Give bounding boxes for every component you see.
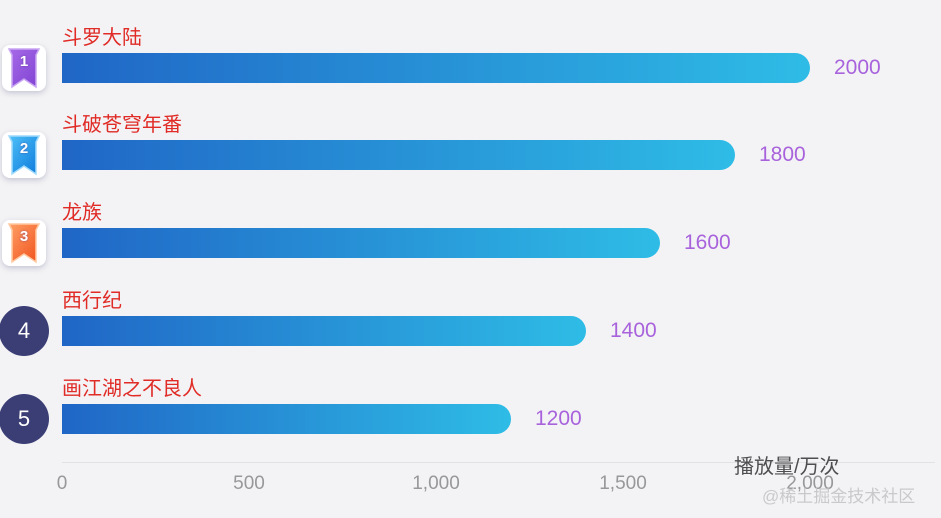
x-axis-line xyxy=(62,462,935,463)
rank-number: 1 xyxy=(19,53,29,70)
x-axis-tick: 0 xyxy=(56,473,68,494)
category-label: 西行纪 xyxy=(62,290,122,312)
x-axis-tick: 500 xyxy=(233,473,265,494)
x-axis-tick: 1,500 xyxy=(599,473,647,494)
rank-number: 3 xyxy=(19,228,29,245)
play-count-bar-rank-1[interactable] xyxy=(62,53,810,83)
value-label: 1600 xyxy=(684,231,731,254)
value-label: 1400 xyxy=(610,319,657,342)
x-axis-tick: 2,000 xyxy=(786,473,834,494)
value-label: 1200 xyxy=(535,407,582,430)
rank-badge-3: 3 xyxy=(2,220,46,266)
play-count-bar-rank-2[interactable] xyxy=(62,140,735,170)
rank-number: 4 xyxy=(17,318,31,343)
value-label: 1800 xyxy=(759,143,806,166)
x-axis-tick: 1,000 xyxy=(412,473,460,494)
play-count-bar-rank-4[interactable] xyxy=(62,316,586,346)
rank-number: 2 xyxy=(19,140,29,157)
rank-badge-4: 4 xyxy=(0,306,49,356)
category-label: 斗罗大陆 xyxy=(62,27,142,49)
ribbon-icon xyxy=(7,223,41,264)
ribbon-icon xyxy=(7,135,41,176)
category-label: 龙族 xyxy=(62,202,102,224)
rank-number: 5 xyxy=(17,406,31,431)
play-count-bar-rank-5[interactable] xyxy=(62,404,511,434)
value-label: 2000 xyxy=(834,56,881,79)
rank-badge-1: 1 xyxy=(2,45,46,91)
rank-badge-2: 2 xyxy=(2,132,46,178)
play-count-bar-rank-3[interactable] xyxy=(62,228,660,258)
watermark: @稀土掘金技术社区 xyxy=(762,487,916,506)
ribbon-icon xyxy=(7,48,41,89)
rank-badge-5: 5 xyxy=(0,394,49,444)
x-axis-title: 播放量/万次 xyxy=(734,456,840,478)
category-label: 画江湖之不良人 xyxy=(62,378,202,400)
category-label: 斗破苍穹年番 xyxy=(62,114,182,136)
